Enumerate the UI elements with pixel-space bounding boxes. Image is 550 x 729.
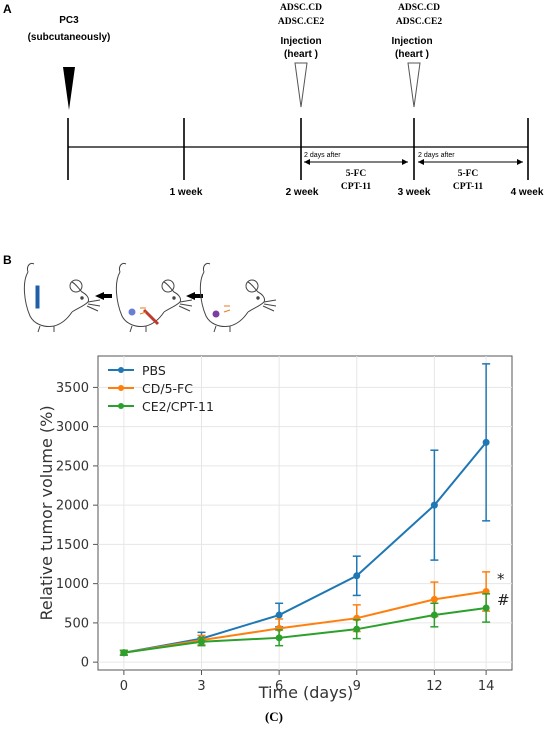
plot-frame — [97, 355, 513, 671]
data-point — [482, 438, 490, 446]
series-pbs — [119, 363, 491, 657]
significance-asterisk: * — [497, 570, 505, 588]
week-label-2: 2 week — [286, 187, 319, 198]
y-tick-label: 2500 — [56, 459, 89, 474]
data-point — [482, 604, 490, 612]
injection1-arrow-icon — [294, 62, 308, 108]
legend-ce2-cpt11-marker — [118, 403, 124, 409]
injection1-cell1: ADSC.CD — [280, 3, 322, 13]
mouse-injected-icon — [115, 263, 193, 333]
y-tick-label: 1000 — [56, 577, 89, 592]
y-tick-label: 2000 — [56, 499, 89, 514]
data-point — [430, 595, 438, 603]
data-point — [430, 501, 438, 509]
mouse-icon — [23, 263, 101, 333]
treatment2-drug1: 5-FC — [458, 169, 479, 179]
series-ce2-cpt-11 — [119, 593, 491, 657]
treatment1-left-arrowhead — [304, 159, 310, 165]
treatment2-left-arrowhead — [418, 159, 424, 165]
x-tick-label: 14 — [478, 679, 495, 694]
data-point — [198, 638, 205, 646]
treatment2-delay: 2 days after — [418, 152, 455, 159]
y-tick-label: 0 — [81, 656, 89, 671]
injection2-arrow-icon — [407, 62, 421, 108]
data-point — [120, 649, 128, 657]
treatment1-right-arrowhead — [402, 159, 408, 165]
legend-item-pbs: PBS — [108, 363, 166, 378]
treatment2-right-arrowhead — [517, 159, 523, 165]
right-arrow-icon — [95, 292, 112, 300]
grid-layer — [98, 356, 512, 670]
right-arrow-icon — [186, 292, 203, 300]
mouse-treated-icon — [199, 263, 277, 333]
series-layer — [119, 363, 491, 657]
x-tick-layer: 0 3 6 9 12 14 — [120, 670, 495, 694]
y-axis-title: Relative tumor volume (%) — [37, 405, 56, 620]
data-point — [275, 611, 283, 619]
y-tick-label: 3500 — [56, 381, 89, 396]
x-tick-label: 3 — [197, 679, 205, 694]
panel-b: B — [3, 253, 277, 333]
significance-hash: # — [497, 591, 510, 609]
x-tick-label: 12 — [426, 679, 443, 694]
injection-route: (subcutaneously) — [28, 32, 111, 43]
series-line — [123, 441, 487, 654]
injection1-cell2: ADSC.CE2 — [278, 17, 324, 27]
legend-item-ce2-cpt11: CE2/CPT-11 — [108, 399, 214, 414]
injection2-cell1: ADSC.CD — [398, 3, 440, 13]
implant-arrow-icon — [63, 67, 75, 110]
injection2-site: (heart ) — [395, 49, 429, 60]
tumor-volume-chart: 0 3 6 9 12 14 0 500 1000 1500 2000 2500 3000 3500 Ti… — [37, 355, 513, 702]
data-point — [430, 611, 438, 619]
x-tick-label: 0 — [120, 679, 128, 694]
treatment1-drug1: 5-FC — [346, 169, 367, 179]
treatment1-delay: 2 days after — [304, 152, 341, 159]
series-line — [123, 590, 487, 654]
injection2-cell2: ADSC.CE2 — [396, 17, 442, 27]
panel-a: A PC3 (subcutaneously) ADSC.CD ADSC.CE2 … — [3, 2, 544, 198]
injection2-label: Injection — [391, 36, 432, 47]
data-point — [353, 625, 361, 633]
legend-cd-5fc-label: CD/5-FC — [142, 381, 193, 396]
data-point — [275, 634, 283, 642]
legend-item-cd-5fc: CD/5-FC — [108, 381, 193, 396]
injection1-label: Injection — [280, 36, 321, 47]
legend-cd-5fc-marker — [118, 385, 124, 391]
y-tick-label: 1500 — [56, 538, 89, 553]
series-line — [123, 606, 487, 654]
week-label-3: 3 week — [398, 187, 431, 198]
treatment2-drug2: CPT-11 — [453, 182, 484, 192]
figure-caption: (C) — [265, 709, 283, 724]
legend-pbs-label: PBS — [142, 363, 166, 378]
x-tick-label: 9 — [353, 679, 361, 694]
y-tick-label: 3000 — [56, 420, 89, 435]
y-tick-layer: 0 500 1000 1500 2000 2500 3000 3500 — [56, 381, 98, 671]
panel-b-label: B — [3, 253, 12, 267]
injection1-site: (heart ) — [284, 49, 318, 60]
cell-line-name: PC3 — [59, 15, 79, 26]
legend-ce2-cpt11-label: CE2/CPT-11 — [142, 399, 214, 414]
week-label-4: 4 week — [511, 187, 544, 198]
legend: PBS CD/5-FC CE2/CPT-11 — [108, 363, 214, 414]
week-label-1: 1 week — [170, 187, 203, 198]
legend-pbs-marker — [118, 367, 124, 373]
x-tick-label: 6 — [275, 679, 283, 694]
y-tick-label: 500 — [64, 616, 89, 631]
x-axis-title: Time (days) — [258, 683, 354, 702]
treatment1-drug2: CPT-11 — [341, 182, 372, 192]
panel-a-label: A — [3, 2, 12, 16]
data-point — [353, 572, 361, 580]
